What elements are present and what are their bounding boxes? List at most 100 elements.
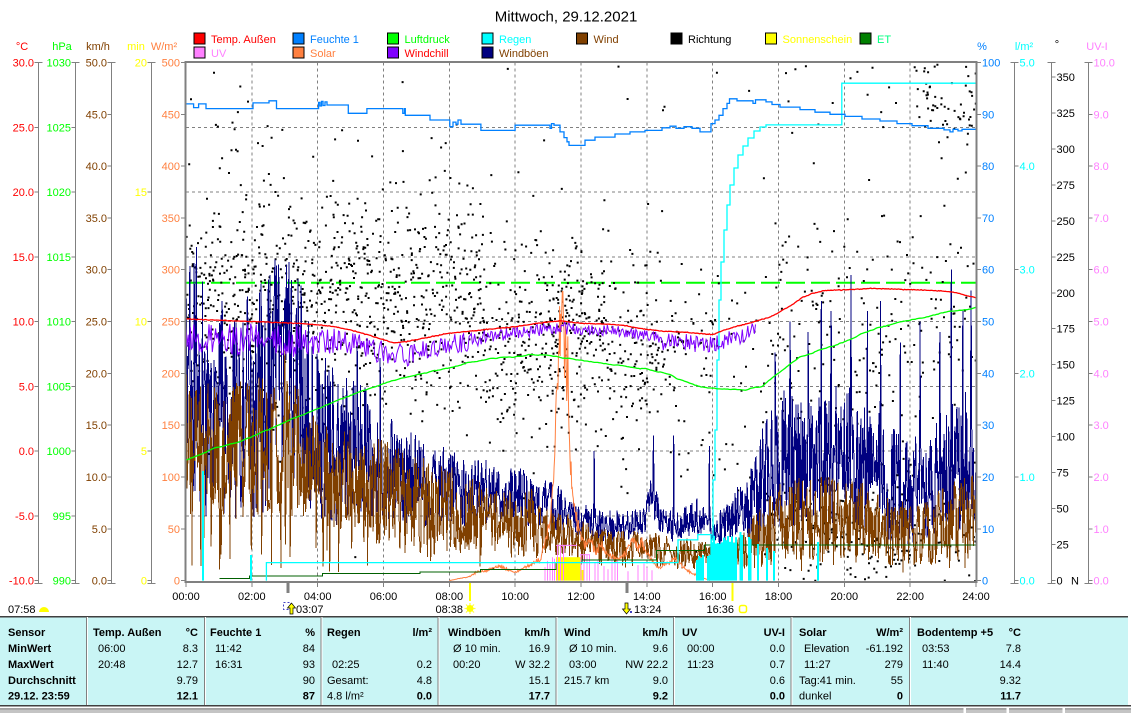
svg-text:4.8 l/m²: 4.8 l/m² bbox=[327, 691, 364, 703]
svg-text:25.0: 25.0 bbox=[86, 317, 107, 329]
svg-text:15.1: 15.1 bbox=[529, 675, 550, 687]
svg-text:Windböen: Windböen bbox=[448, 627, 501, 639]
svg-text:Wind: Wind bbox=[594, 34, 619, 46]
svg-text:350: 350 bbox=[162, 213, 180, 225]
svg-text:30: 30 bbox=[982, 420, 994, 432]
svg-text:Richtung: Richtung bbox=[688, 34, 731, 46]
svg-text:12.1: 12.1 bbox=[177, 691, 198, 703]
svg-text:16:00: 16:00 bbox=[699, 591, 727, 603]
svg-text:1.0: 1.0 bbox=[1020, 472, 1035, 484]
svg-text:12:00: 12:00 bbox=[567, 591, 595, 603]
svg-text:Wind: Wind bbox=[564, 627, 591, 639]
svg-text:-10.0: -10.0 bbox=[9, 576, 34, 588]
svg-text:°C: °C bbox=[16, 41, 28, 53]
svg-text:16.9: 16.9 bbox=[529, 643, 550, 655]
svg-text:60: 60 bbox=[982, 265, 994, 277]
svg-text:25: 25 bbox=[1057, 540, 1069, 552]
svg-text:2.0: 2.0 bbox=[1094, 472, 1109, 484]
svg-text:13:24: 13:24 bbox=[634, 604, 662, 616]
svg-text:-5.0: -5.0 bbox=[15, 511, 34, 523]
svg-text:9.0: 9.0 bbox=[1094, 109, 1109, 121]
svg-text:0.0: 0.0 bbox=[1094, 576, 1109, 588]
svg-text:1.0: 1.0 bbox=[1094, 524, 1109, 536]
svg-text:11:23: 11:23 bbox=[687, 659, 714, 671]
svg-text:35.0: 35.0 bbox=[86, 213, 107, 225]
svg-text:W 32.2: W 32.2 bbox=[515, 659, 550, 671]
svg-text:10.0: 10.0 bbox=[13, 317, 34, 329]
svg-text:9.0: 9.0 bbox=[653, 675, 668, 687]
svg-text:°C: °C bbox=[186, 627, 198, 639]
svg-text:50.0: 50.0 bbox=[86, 58, 107, 70]
svg-text:150: 150 bbox=[1057, 360, 1075, 372]
svg-text:Tag:41 min.: Tag:41 min. bbox=[799, 675, 856, 687]
svg-text:10: 10 bbox=[135, 317, 147, 329]
svg-text:500: 500 bbox=[162, 58, 180, 70]
svg-text:0: 0 bbox=[174, 576, 180, 588]
svg-text:Windchill: Windchill bbox=[405, 48, 449, 60]
svg-text:45.0: 45.0 bbox=[86, 109, 107, 121]
svg-text:8.3: 8.3 bbox=[183, 643, 198, 655]
svg-text:km/h: km/h bbox=[642, 627, 668, 639]
svg-text:0: 0 bbox=[1057, 576, 1063, 588]
svg-text:3.0: 3.0 bbox=[1094, 420, 1109, 432]
svg-text:20.0: 20.0 bbox=[13, 187, 34, 199]
svg-text:50: 50 bbox=[1057, 504, 1069, 516]
svg-text:11:27: 11:27 bbox=[804, 659, 831, 671]
svg-text:70: 70 bbox=[982, 213, 994, 225]
svg-text:0.0: 0.0 bbox=[770, 643, 785, 655]
svg-text:93: 93 bbox=[303, 659, 315, 671]
svg-text:Regen: Regen bbox=[327, 627, 361, 639]
svg-text:1030: 1030 bbox=[47, 58, 71, 70]
svg-text:dunkel: dunkel bbox=[799, 691, 831, 703]
svg-text:-61.192: -61.192 bbox=[866, 643, 903, 655]
svg-text:%: % bbox=[305, 627, 315, 639]
svg-text:100: 100 bbox=[1057, 432, 1075, 444]
svg-text:l/m²: l/m² bbox=[1015, 41, 1034, 53]
svg-text:200: 200 bbox=[1057, 288, 1075, 300]
svg-text:20: 20 bbox=[982, 472, 994, 484]
svg-text:14.4: 14.4 bbox=[1000, 659, 1021, 671]
svg-text:100: 100 bbox=[982, 58, 1000, 70]
svg-text:hPa: hPa bbox=[52, 41, 72, 53]
svg-text:40: 40 bbox=[982, 368, 994, 380]
svg-text:W/m²: W/m² bbox=[151, 41, 178, 53]
svg-text:1010: 1010 bbox=[47, 317, 71, 329]
svg-text:87: 87 bbox=[303, 691, 315, 703]
svg-text:UV: UV bbox=[211, 48, 227, 60]
svg-text:40.0: 40.0 bbox=[86, 161, 107, 173]
svg-text:30.0: 30.0 bbox=[86, 265, 107, 277]
svg-text:UV-I: UV-I bbox=[764, 627, 785, 639]
svg-text:UV: UV bbox=[682, 627, 698, 639]
svg-text:90: 90 bbox=[303, 675, 315, 687]
svg-text:2.0: 2.0 bbox=[1020, 368, 1035, 380]
svg-text:Gesamt:: Gesamt: bbox=[327, 675, 369, 687]
svg-text:06:00: 06:00 bbox=[98, 643, 126, 655]
svg-text:10.0: 10.0 bbox=[86, 472, 107, 484]
svg-text:215.7 km: 215.7 km bbox=[564, 675, 609, 687]
svg-text:1005: 1005 bbox=[47, 381, 71, 393]
svg-text:km/h: km/h bbox=[86, 41, 110, 53]
svg-text:%: % bbox=[977, 41, 987, 53]
svg-text:11:40: 11:40 bbox=[922, 659, 949, 671]
svg-text:MaxWert: MaxWert bbox=[8, 659, 54, 671]
svg-text:9.32: 9.32 bbox=[1000, 675, 1021, 687]
svg-text:4.0: 4.0 bbox=[1020, 161, 1035, 173]
svg-text:10:00: 10:00 bbox=[501, 591, 529, 603]
svg-text:0.0: 0.0 bbox=[770, 691, 785, 703]
svg-text:5.0: 5.0 bbox=[19, 381, 34, 393]
svg-text:18:00: 18:00 bbox=[765, 591, 793, 603]
svg-text:225: 225 bbox=[1057, 252, 1075, 264]
svg-text:125: 125 bbox=[1057, 396, 1075, 408]
svg-text:9.79: 9.79 bbox=[177, 675, 198, 687]
svg-text:30.0: 30.0 bbox=[13, 58, 34, 70]
svg-text:0: 0 bbox=[897, 691, 903, 703]
svg-text:20:48: 20:48 bbox=[98, 659, 126, 671]
svg-text:Durchschnitt: Durchschnitt bbox=[8, 675, 76, 687]
svg-text:995: 995 bbox=[53, 511, 71, 523]
svg-text:UV-I: UV-I bbox=[1086, 41, 1107, 53]
svg-text:00:00: 00:00 bbox=[172, 591, 200, 603]
svg-text:50: 50 bbox=[982, 317, 994, 329]
svg-text:22:00: 22:00 bbox=[896, 591, 924, 603]
svg-text:150: 150 bbox=[162, 420, 180, 432]
svg-text:350: 350 bbox=[1057, 72, 1075, 84]
